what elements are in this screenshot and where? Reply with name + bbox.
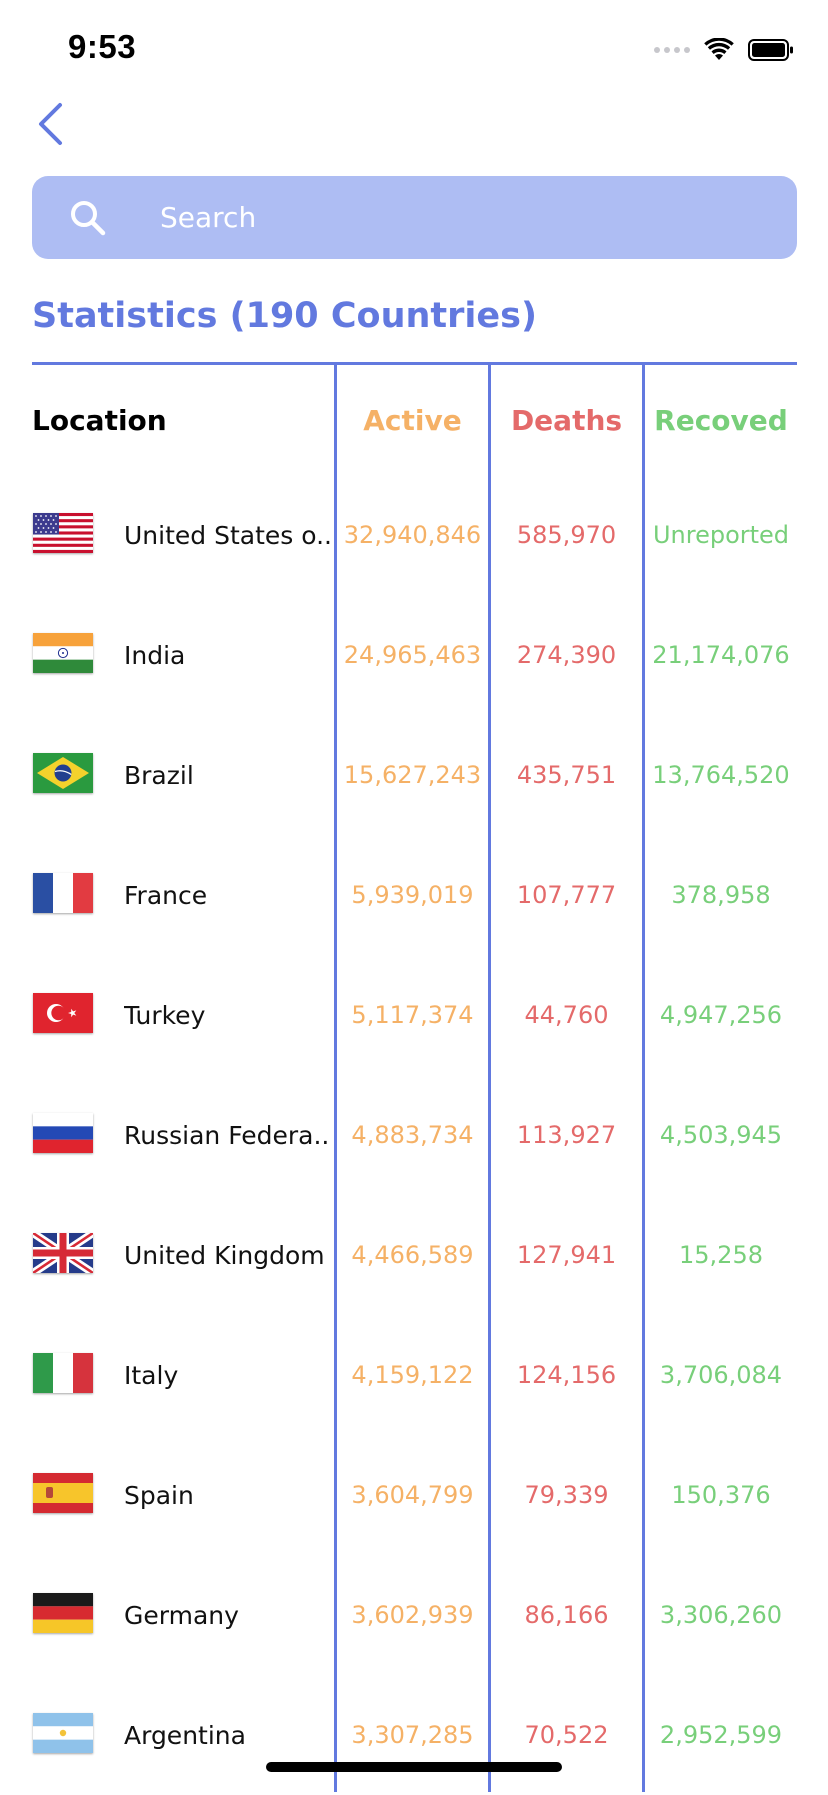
header-active: Active (363, 403, 462, 437)
active-count: 4,159,122 (351, 1361, 474, 1389)
country-name: Germany (124, 1600, 239, 1630)
table-row[interactable]: Argentina 3,307,285 70,522 2,952,599 (0, 1675, 828, 1795)
deaths-count: 124,156 (516, 1361, 617, 1389)
deaths-count: 44,760 (524, 1001, 609, 1029)
country-name: Russian Federa... (124, 1120, 332, 1150)
country-name: Spain (124, 1480, 194, 1510)
cellular-signal-icon (654, 47, 690, 53)
home-indicator[interactable] (266, 1762, 562, 1772)
column-divider (334, 365, 337, 1792)
back-button[interactable] (36, 98, 80, 150)
battery-icon (748, 39, 793, 61)
search-icon (71, 201, 106, 236)
recovered-count: Unreported (652, 521, 790, 549)
status-icons (654, 36, 794, 64)
deaths-count: 70,522 (524, 1721, 609, 1749)
deaths-count: 113,927 (516, 1121, 617, 1149)
column-divider (488, 365, 491, 1792)
country-name: Italy (124, 1360, 179, 1390)
deaths-count: 86,166 (524, 1601, 609, 1629)
turkey-flag-icon (33, 993, 93, 1033)
recovered-count: 4,947,256 (659, 1001, 783, 1029)
recovered-count: 150,376 (671, 1481, 771, 1509)
country-name: India (124, 640, 186, 670)
recovered-count: 3,306,260 (659, 1601, 783, 1629)
active-count: 5,939,019 (351, 881, 474, 909)
country-name: Turkey (124, 1000, 206, 1030)
table-row[interactable]: Italy 4,159,122 124,156 3,706,084 (0, 1315, 828, 1435)
active-count: 3,604,799 (351, 1481, 474, 1509)
recovered-count: 4,503,945 (659, 1121, 783, 1149)
active-count: 15,627,243 (343, 761, 482, 789)
country-name: Argentina (124, 1720, 246, 1750)
active-count: 24,965,463 (343, 641, 482, 669)
table-header: Location Active Deaths Recoved (0, 365, 828, 475)
search-input[interactable] (160, 176, 760, 259)
table-row[interactable]: Brazil 15,627,243 435,751 13,764,520 (0, 715, 828, 835)
table-row[interactable]: India 24,965,463 274,390 21,174,076 (0, 595, 828, 715)
country-name: United Kingdom (124, 1240, 325, 1270)
recovered-count: 13,764,520 (652, 761, 790, 789)
india-flag-icon (33, 633, 93, 673)
france-flag-icon (33, 873, 93, 913)
active-count: 3,307,285 (351, 1721, 474, 1749)
us-flag-icon (33, 513, 93, 553)
deaths-count: 585,970 (516, 521, 617, 549)
table-row[interactable]: France 5,939,019 107,777 378,958 (0, 835, 828, 955)
country-name: United States o... (124, 520, 332, 550)
table-row[interactable]: Spain 3,604,799 79,339 150,376 (0, 1435, 828, 1555)
recovered-count: 2,952,599 (659, 1721, 783, 1749)
deaths-count: 79,339 (524, 1481, 609, 1509)
uk-flag-icon (33, 1233, 93, 1273)
brazil-flag-icon (33, 753, 93, 793)
deaths-count: 274,390 (516, 641, 617, 669)
germany-flag-icon (33, 1593, 93, 1633)
recovered-count: 15,258 (679, 1241, 763, 1269)
russia-flag-icon (33, 1113, 93, 1153)
chevron-left-icon (39, 103, 62, 145)
title-divider (32, 362, 797, 365)
deaths-count: 127,941 (516, 1241, 617, 1269)
argentina-flag-icon (33, 1713, 93, 1753)
table-row[interactable]: United Kingdom 4,466,589 127,941 15,258 (0, 1195, 828, 1315)
spain-flag-icon (33, 1473, 93, 1513)
table-row[interactable]: United States o... 32,940,846 585,970 Un… (0, 475, 828, 595)
status-time: 9:53 (68, 28, 137, 65)
column-divider (642, 365, 645, 1792)
header-deaths: Deaths (510, 403, 623, 437)
page-title: Statistics (190 Countries) (32, 296, 537, 336)
active-count: 32,940,846 (343, 521, 482, 549)
recovered-count: 3,706,084 (659, 1361, 783, 1389)
recovered-count: 378,958 (671, 881, 771, 909)
recovered-count: 21,174,076 (652, 641, 790, 669)
active-count: 4,883,734 (351, 1121, 474, 1149)
country-name: France (124, 880, 208, 910)
active-count: 3,602,939 (351, 1601, 474, 1629)
wifi-icon (704, 38, 734, 60)
header-recovered: Recoved (654, 403, 788, 437)
deaths-count: 107,777 (516, 881, 617, 909)
active-count: 4,466,589 (351, 1241, 474, 1269)
header-location: Location (32, 403, 167, 437)
table-row[interactable]: Germany 3,602,939 86,166 3,306,260 (0, 1555, 828, 1675)
italy-flag-icon (33, 1353, 93, 1393)
table-row[interactable]: Turkey 5,117,374 44,760 4,947,256 (0, 955, 828, 1075)
country-name: Brazil (124, 760, 194, 790)
deaths-count: 435,751 (516, 761, 617, 789)
status-bar: 9:53 (0, 0, 828, 100)
active-count: 5,117,374 (351, 1001, 474, 1029)
search-bar[interactable] (32, 176, 797, 259)
table-row[interactable]: Russian Federa... 4,883,734 113,927 4,50… (0, 1075, 828, 1195)
